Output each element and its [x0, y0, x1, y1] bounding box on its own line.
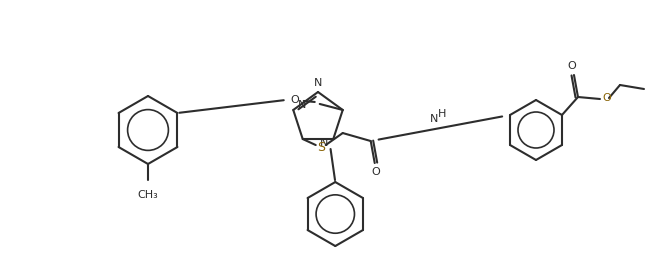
- Text: O: O: [290, 95, 299, 105]
- Text: H: H: [438, 109, 446, 119]
- Text: N: N: [430, 114, 439, 124]
- Text: CH₃: CH₃: [138, 190, 159, 200]
- Text: S: S: [316, 141, 324, 154]
- Text: O: O: [371, 167, 380, 177]
- Text: O: O: [567, 61, 577, 71]
- Text: N: N: [298, 100, 306, 110]
- Text: N: N: [314, 78, 322, 88]
- Text: N: N: [320, 138, 328, 148]
- Text: O: O: [603, 93, 611, 103]
